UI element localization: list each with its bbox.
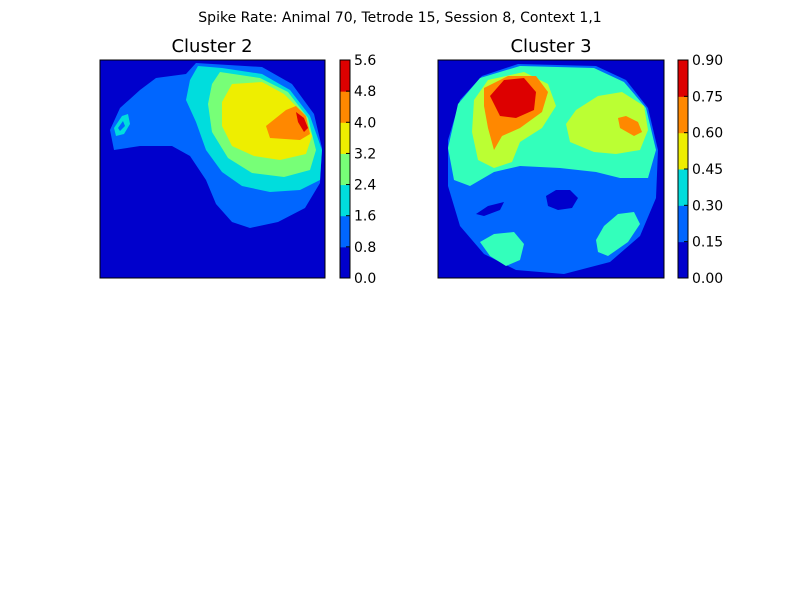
colorbar-band	[678, 169, 688, 206]
colorbar-band	[340, 215, 350, 248]
colorbar-band	[678, 96, 688, 134]
colorbar-tick-label: 0.90	[692, 53, 723, 69]
colorbar-tick-label: 1.6	[354, 209, 376, 225]
colorbar-tick-label: 0.45	[692, 162, 723, 178]
colorbar-tick-label: 0.60	[692, 126, 723, 142]
cluster3-region-level4-right	[618, 116, 642, 136]
colorbar-band	[340, 246, 350, 279]
colorbar-tick-label: 0.15	[692, 235, 723, 251]
colorbar-band	[678, 241, 688, 279]
cluster2-colorbar: 0.0 0.8 1.6 2.4 3.2 4.0 4.8 5.6	[339, 53, 376, 287]
cluster3-colorbar: 0.00 0.15 0.30 0.45 0.60 0.75 0.90	[677, 53, 723, 287]
colorbar-band	[340, 91, 350, 123]
cluster2-title: Cluster 2	[171, 36, 252, 57]
colorbar-frame	[339, 59, 351, 279]
cluster2-heatmap	[100, 60, 325, 278]
cluster3-panel: Cluster 3 0.00 0.15 0.30 0.45 0.60 0.75 0.90	[437, 36, 723, 287]
cluster3-title: Cluster 3	[510, 36, 591, 57]
cluster2-region-level5	[222, 82, 312, 160]
colorbar-tick-label: 4.0	[354, 115, 376, 131]
colorbar-tick-label: 0.75	[692, 89, 723, 105]
colorbar-tick-label: 2.4	[354, 178, 376, 194]
colorbar-tick-label: 0.0	[354, 271, 376, 287]
colorbar-band	[340, 184, 350, 217]
colorbar-band	[340, 153, 350, 186]
cluster3-axes-frame	[437, 59, 665, 279]
colorbar-tick-label: 4.8	[354, 84, 376, 100]
cluster3-heatmap	[438, 60, 664, 278]
cluster2-spot-left-inner	[118, 121, 125, 131]
colorbar-tick-label: 5.6	[354, 53, 376, 69]
cluster3-hole-center	[546, 190, 578, 210]
colorbar-band	[678, 205, 688, 243]
colorbar-tick-label: 0.8	[354, 240, 376, 256]
colorbar-band	[678, 132, 688, 170]
figure-suptitle: Spike Rate: Animal 70, Tetrode 15, Sessi…	[198, 10, 602, 26]
cluster2-region-level7	[296, 112, 308, 132]
cluster2-panel: Cluster 2 0.0 0.8 1.6 2.4 3.2 4.0 4.8 5.6	[99, 36, 376, 287]
cluster3-region-level3-right	[566, 92, 648, 154]
cluster3-blob-lower-right	[596, 212, 640, 256]
cluster3-region-level5	[490, 78, 536, 118]
colorbar-tick-label: 0.30	[692, 198, 723, 214]
colorbar-band	[340, 122, 350, 154]
cluster2-axes-frame	[99, 59, 326, 279]
colorbar-tick-label: 3.2	[354, 146, 376, 162]
colorbar-tick-label: 0.00	[692, 271, 723, 287]
colorbar-band	[340, 60, 350, 92]
cluster3-blob-lower-left	[480, 232, 524, 266]
cluster3-hole-left	[476, 202, 504, 216]
colorbar-band	[678, 60, 688, 97]
